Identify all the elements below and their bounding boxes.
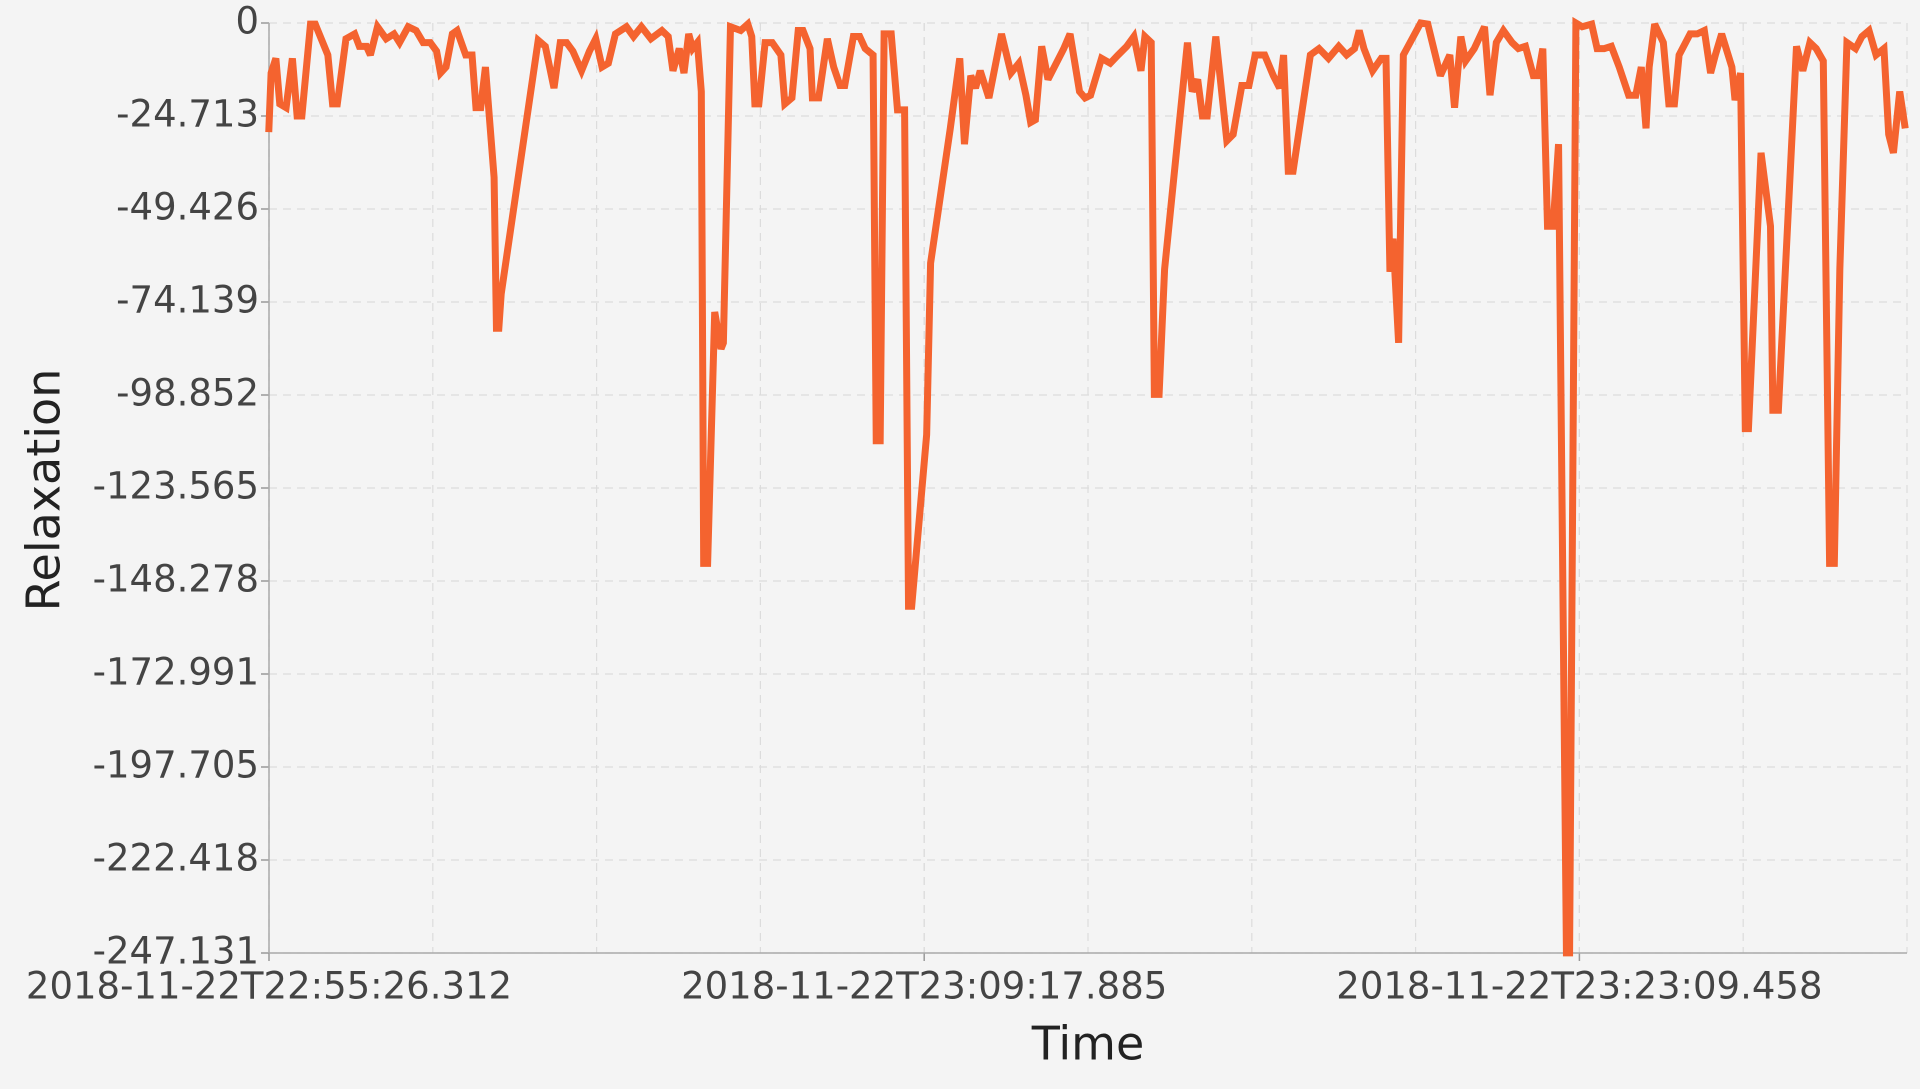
y-tick-label: -24.713 <box>116 92 259 135</box>
x-axis-title: Time <box>1031 1017 1145 1071</box>
y-tick-label: 0 <box>235 0 259 43</box>
y-tick-label: -148.278 <box>93 557 259 600</box>
y-tick-label: -197.705 <box>93 744 259 787</box>
y-tick-label: -49.426 <box>116 185 259 228</box>
data-line <box>265 16 1909 957</box>
x-tick-label: 2018-11-22T23:23:09.458 <box>1336 965 1822 1008</box>
x-tick-label: 2018-11-22T23:09:17.885 <box>681 965 1167 1008</box>
x-tick-label: 2018-11-22T22:55:26.312 <box>26 965 512 1008</box>
y-tick-label: -98.852 <box>116 371 259 414</box>
y-tick-label: -123.565 <box>93 464 259 507</box>
y-tick-label: -172.991 <box>93 650 259 693</box>
y-tick-label: -222.418 <box>93 837 259 880</box>
y-tick-label: -247.131 <box>93 930 259 973</box>
y-tick-label: -74.139 <box>116 278 259 321</box>
y-axis-title: Relaxation <box>17 369 71 612</box>
